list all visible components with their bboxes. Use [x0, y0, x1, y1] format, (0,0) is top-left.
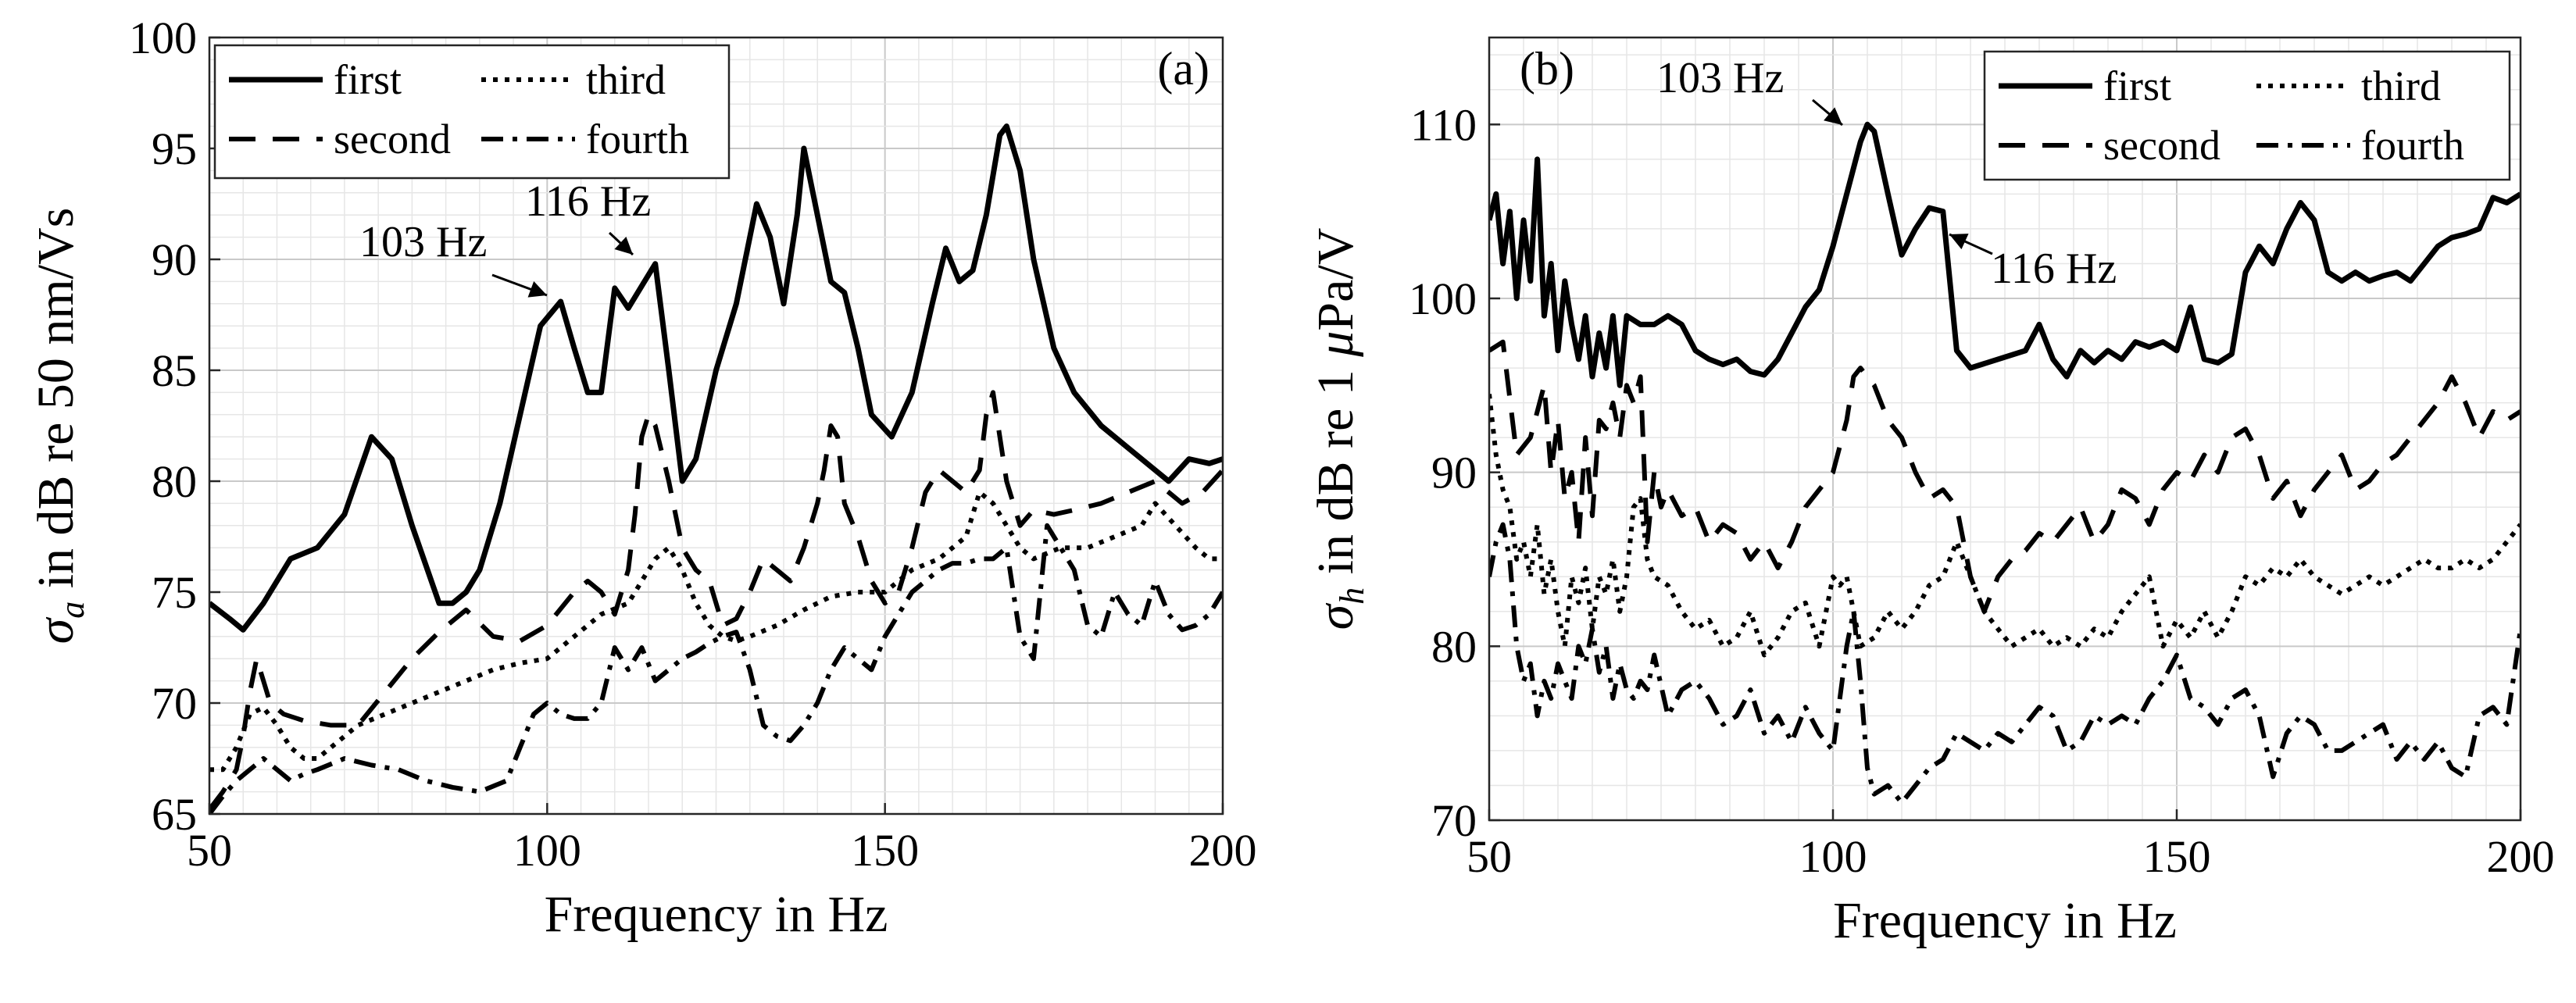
x-axis-label: Frequency in Hz: [1833, 892, 2177, 949]
y-tick-label: 70: [152, 678, 197, 729]
legend: first third second fourth: [1983, 50, 2511, 181]
annotation-arrow-head: [1949, 234, 1969, 250]
y-label-unit: Pa/V: [1307, 228, 1364, 331]
annotation-label: 116 Hz: [1991, 245, 2117, 293]
series-line-second: [1489, 339, 2521, 614]
series-line-first: [209, 123, 1223, 633]
y-label-text: in dB re 50 nm/Vs: [27, 208, 84, 601]
x-axis-label: Frequency in Hz: [545, 886, 888, 943]
y-label-text: in dB re 1: [1307, 357, 1364, 587]
panel-a: 50 100 150 200 65 70 75 80 85 90 95 100 Frequency in…: [27, 12, 1257, 943]
y-label-subscript: a: [53, 601, 91, 619]
y-tick-label: 80: [152, 456, 197, 507]
y-tick-label: 95: [152, 123, 197, 174]
x-tick-label: 100: [513, 825, 581, 876]
x-tick-label: 200: [2487, 831, 2555, 882]
annotation-label: 103 Hz: [359, 218, 487, 266]
legend-label-fourth: fourth: [586, 116, 689, 162]
series-line-fourth: [209, 523, 1223, 814]
y-tick-label: 65: [152, 789, 197, 840]
y-label-subscript: h: [1333, 587, 1371, 605]
y-tick-label: 100: [1409, 273, 1477, 324]
legend-box: [213, 44, 731, 180]
y-tick-label: 70: [1431, 795, 1477, 846]
legend-label-third: third: [586, 56, 666, 103]
annotation-arrow-head: [1824, 107, 1842, 125]
legend: first third second fourth: [213, 44, 731, 180]
x-tick-label: 100: [1799, 831, 1867, 882]
y-axis-label: σh in dB re 1 μPa/V: [1307, 228, 1371, 630]
legend-label-second: second: [2103, 122, 2221, 169]
x-tick-label: 150: [2143, 831, 2211, 882]
y-tick-label: 85: [152, 345, 197, 396]
legend-label-second: second: [334, 116, 451, 162]
x-tick-label: 50: [1467, 831, 1512, 882]
axes-box: [208, 36, 1224, 816]
y-label-symbol: σ: [1307, 602, 1364, 630]
annotation-label: 116 Hz: [525, 177, 651, 226]
x-tick-label: 200: [1189, 825, 1257, 876]
annotation-arrow-head: [614, 236, 633, 255]
axes-box: [1488, 36, 2522, 822]
annotation-arrow-head: [527, 281, 547, 298]
x-tick-label: 50: [187, 825, 232, 876]
panel-label: (b): [1520, 43, 1574, 95]
y-tick-label: 90: [1431, 448, 1477, 498]
legend-label-third: third: [2361, 62, 2441, 109]
series-line-fourth: [1489, 522, 2521, 805]
legend-box: [1983, 50, 2511, 181]
y-tick-label: 75: [152, 567, 197, 618]
y-tick-label: 80: [1431, 621, 1477, 672]
y-axis-label: σa in dB re 50 nm/Vs: [27, 208, 91, 644]
y-label-mu: μ: [1307, 331, 1364, 358]
legend-label-first: first: [2103, 62, 2171, 109]
panel-label: (a): [1157, 43, 1209, 95]
y-tick-label: 90: [152, 234, 197, 285]
y-tick-label: 110: [1410, 99, 1477, 150]
legend-label-fourth: fourth: [2361, 122, 2464, 169]
annotation-label: 103 Hz: [1656, 54, 1784, 102]
series-line-first: [1489, 121, 2521, 388]
legend-label-first: first: [334, 56, 402, 103]
x-tick-label: 150: [851, 825, 919, 876]
y-tick-label: 100: [129, 12, 197, 63]
series-line-second: [209, 390, 1223, 812]
panel-b: 50 100 150 200 70 80 90 100 110 Frequency in Hz σh…: [1307, 36, 2555, 949]
y-label-symbol: σ: [27, 616, 84, 644]
